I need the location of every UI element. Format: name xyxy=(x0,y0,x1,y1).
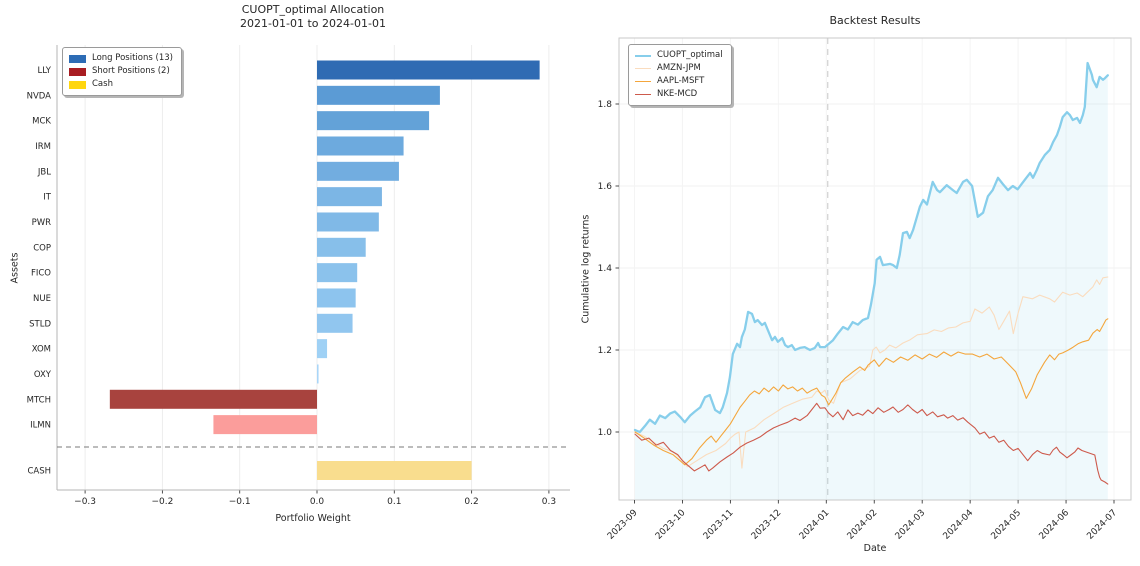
legend-line-icon xyxy=(635,94,651,95)
right-x-tick-label: 2024-06 xyxy=(1038,508,1072,542)
series-area-CUOPT_optimal xyxy=(635,63,1108,500)
legend-label: AAPL-MSFT xyxy=(657,76,705,86)
right-legend-item: NKE-MCD xyxy=(635,88,723,101)
right-x-tick-label: 2024-07 xyxy=(1085,508,1119,542)
right-legend: CUOPT_optimal AMZN-JPM AAPL-MSFT NKE-MCD xyxy=(628,44,732,106)
legend-label: Cash xyxy=(92,79,113,89)
legend-label: NKE-MCD xyxy=(657,89,698,99)
asset-label-STLD: STLD xyxy=(29,319,51,329)
left-legend: Long Positions (13) Short Positions (2) Ca… xyxy=(62,47,182,96)
bar-NUE xyxy=(317,288,356,308)
bar-MCK xyxy=(317,111,430,131)
right-yaxis-label: Cumulative log returns xyxy=(580,214,592,324)
legend-swatch-icon xyxy=(69,54,86,63)
left-x-tick-label: 0.0 xyxy=(310,497,325,507)
right-legend-item: AAPL-MSFT xyxy=(635,75,723,88)
right-xaxis-label: Date xyxy=(863,543,887,554)
legend-label: Short Positions (2) xyxy=(92,66,170,76)
asset-label-LLY: LLY xyxy=(37,66,51,76)
series-line-CUOPT_optimal xyxy=(633,61,1109,434)
asset-label-CASH: CASH xyxy=(27,467,51,477)
right-chart-title: Backtest Results xyxy=(829,14,921,27)
right-y-tick-label: 1.8 xyxy=(598,100,613,110)
right-x-tick-label: 2023-12 xyxy=(750,508,784,542)
left-chart-title: CUOPT_optimal Allocation 2021-01-01 to 2… xyxy=(240,3,386,31)
asset-label-NVDA: NVDA xyxy=(27,91,52,101)
right-legend-item: AMZN-JPM xyxy=(635,62,723,75)
legend-line-icon xyxy=(635,54,651,57)
legend-swatch-icon xyxy=(69,67,86,76)
asset-label-MCK: MCK xyxy=(32,117,51,127)
left-x-tick-label: 0.3 xyxy=(542,497,556,507)
left-x-tick-label: 0.2 xyxy=(464,497,478,507)
bar-CASH xyxy=(317,461,472,480)
bar-JBL xyxy=(317,161,399,181)
bar-MTCH xyxy=(109,389,317,409)
legend-label: Long Positions (13) xyxy=(92,53,173,63)
bar-PWR xyxy=(317,212,379,232)
right-x-tick-label: 2024-03 xyxy=(894,508,928,542)
right-x-tick-label: 2024-05 xyxy=(990,508,1024,542)
legend-label: CUOPT_optimal xyxy=(657,50,723,60)
right-y-tick-label: 1.0 xyxy=(598,428,613,438)
bar-OXY xyxy=(317,364,319,384)
asset-label-ILMN: ILMN xyxy=(30,421,51,431)
right-x-tick-label: 2024-01 xyxy=(798,508,832,542)
series-line-AMZN-JPM xyxy=(634,276,1109,469)
bar-XOM xyxy=(317,339,328,359)
right-y-tick-label: 1.6 xyxy=(598,182,613,192)
series-line-AAPL-MSFT xyxy=(634,318,1109,466)
bar-ILMN xyxy=(213,415,317,435)
legend-label: AMZN-JPM xyxy=(657,63,701,73)
bar-COP xyxy=(317,237,366,257)
asset-label-OXY: OXY xyxy=(34,370,52,380)
left-legend-item: Cash xyxy=(69,78,173,91)
asset-label-COP: COP xyxy=(33,243,51,253)
right-legend-item: CUOPT_optimal xyxy=(635,49,723,62)
left-x-tick-label: 0.1 xyxy=(387,497,401,507)
asset-label-JBL: JBL xyxy=(37,167,51,177)
legend-line-icon xyxy=(635,68,651,69)
asset-label-IT: IT xyxy=(43,193,52,203)
left-x-tick-label: −0.3 xyxy=(74,497,96,507)
asset-label-XOM: XOM xyxy=(32,345,51,355)
bar-STLD xyxy=(317,313,353,333)
asset-label-MTCH: MTCH xyxy=(27,395,51,405)
right-x-tick-label: 2023-09 xyxy=(606,508,640,542)
series-line-NKE-MCD xyxy=(634,402,1109,485)
left-yaxis-label: Assets xyxy=(9,252,21,284)
left-x-tick-label: −0.2 xyxy=(151,497,173,507)
left-x-tick-label: −0.1 xyxy=(229,497,251,507)
asset-label-IRM: IRM xyxy=(35,142,51,152)
legend-line-icon xyxy=(635,81,651,82)
bar-IRM xyxy=(317,136,404,156)
asset-label-PWR: PWR xyxy=(32,218,52,228)
left-legend-item: Long Positions (13) xyxy=(69,52,173,65)
left-legend-item: Short Positions (2) xyxy=(69,65,173,78)
right-x-tick-label: 2024-02 xyxy=(846,508,880,542)
bar-IT xyxy=(317,187,382,207)
right-y-tick-label: 1.2 xyxy=(598,346,612,356)
left-chart-title-line2: 2021-01-01 to 2024-01-01 xyxy=(240,17,386,30)
right-x-tick-label: 2024-04 xyxy=(942,508,976,542)
asset-label-NUE: NUE xyxy=(33,294,51,304)
bar-FICO xyxy=(317,263,358,283)
right-x-tick-label: 2023-10 xyxy=(654,508,688,542)
right-x-tick-label: 2023-11 xyxy=(702,508,736,542)
right-y-tick-label: 1.4 xyxy=(598,264,613,274)
asset-label-FICO: FICO xyxy=(31,269,51,279)
legend-swatch-icon xyxy=(69,80,86,89)
left-xaxis-label: Portfolio Weight xyxy=(275,513,351,524)
left-chart-title-line1: CUOPT_optimal Allocation xyxy=(241,3,385,16)
bar-LLY xyxy=(317,60,540,80)
bar-NVDA xyxy=(317,85,440,105)
right-plot-frame xyxy=(618,37,1132,501)
